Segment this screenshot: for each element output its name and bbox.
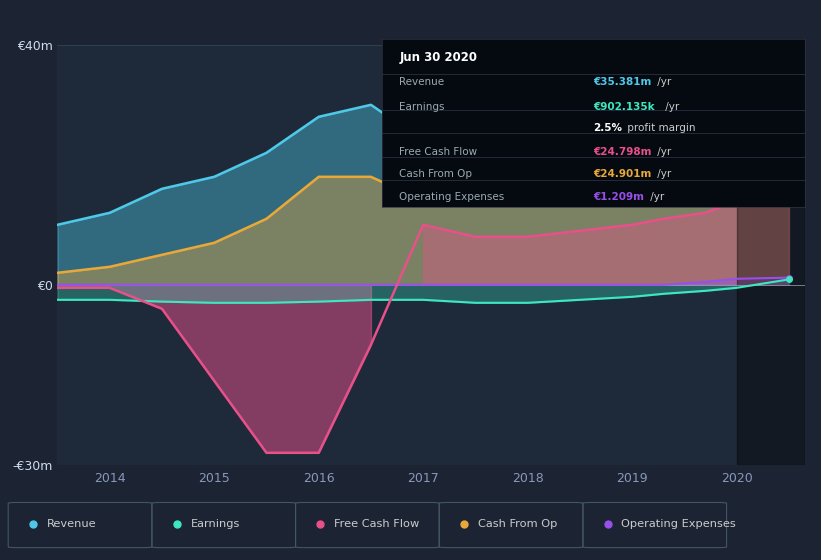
- Text: /yr: /yr: [647, 193, 664, 203]
- Text: €24.901m: €24.901m: [594, 170, 652, 179]
- Text: Jun 30 2020: Jun 30 2020: [399, 51, 477, 64]
- Bar: [736, 45, 805, 465]
- Text: €24.798m: €24.798m: [594, 147, 652, 157]
- Text: profit margin: profit margin: [624, 123, 695, 133]
- Text: Operating Expenses: Operating Expenses: [399, 193, 505, 203]
- Text: Cash From Op: Cash From Op: [399, 170, 472, 179]
- Text: Free Cash Flow: Free Cash Flow: [334, 519, 420, 529]
- Text: Cash From Op: Cash From Op: [478, 519, 557, 529]
- Text: Earnings: Earnings: [399, 102, 445, 112]
- Text: 2.5%: 2.5%: [594, 123, 622, 133]
- Text: €1.209m: €1.209m: [594, 193, 644, 203]
- Text: Free Cash Flow: Free Cash Flow: [399, 147, 478, 157]
- Text: €35.381m: €35.381m: [594, 77, 652, 87]
- Text: /yr: /yr: [654, 77, 672, 87]
- Text: Operating Expenses: Operating Expenses: [621, 519, 736, 529]
- Text: Earnings: Earnings: [190, 519, 240, 529]
- Text: /yr: /yr: [662, 102, 679, 112]
- Text: Revenue: Revenue: [399, 77, 444, 87]
- Text: /yr: /yr: [654, 170, 672, 179]
- Text: /yr: /yr: [654, 147, 672, 157]
- Text: €902.135k: €902.135k: [594, 102, 655, 112]
- Text: Revenue: Revenue: [47, 519, 96, 529]
